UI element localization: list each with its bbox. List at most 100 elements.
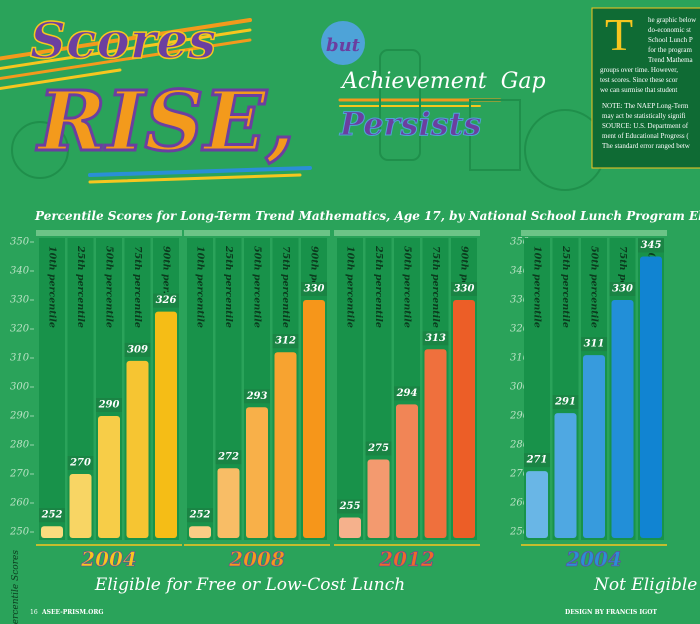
bar-category: 75th percentile	[132, 246, 143, 328]
bar	[640, 256, 662, 538]
bar-category: 25th percentile	[373, 245, 384, 328]
group-header	[36, 230, 182, 236]
y-tick-label: 320	[510, 324, 530, 335]
title-word: Achievement Gap	[340, 69, 546, 94]
value-label-bg	[422, 331, 449, 346]
value-label: 275	[367, 443, 389, 454]
bar	[583, 355, 605, 538]
bar-category: 50th percentile	[589, 246, 600, 328]
sidebar-line: test scores. Since these scor	[600, 76, 678, 84]
group-caption: Eligible for Free or Low-Cost Lunch	[94, 575, 405, 595]
sidebar-line: we can surmise that student	[600, 86, 677, 94]
y-tick-label: 290	[9, 411, 30, 422]
value-label-bg	[96, 398, 122, 412]
value-label-bg	[67, 456, 94, 470]
bar-category: 10th percentile	[532, 246, 543, 328]
value-label: 313	[425, 333, 446, 344]
badge	[321, 21, 365, 65]
value-label: 271	[526, 455, 548, 466]
y-tick-label: 280	[509, 440, 530, 451]
sidebar-line: Trend Mathema	[648, 56, 694, 64]
y-tick-label: 310	[10, 353, 30, 364]
value-label-bg	[337, 499, 363, 514]
value-label: 290	[98, 400, 120, 411]
value-label: 311	[584, 339, 605, 350]
y-tick-label: 350	[510, 237, 530, 248]
group-header	[334, 230, 480, 236]
sidebar-line: School Lunch P	[648, 36, 693, 44]
y-tick-label: 320	[10, 324, 30, 335]
y-tick-label: 270	[9, 469, 30, 480]
value-label: 345	[641, 240, 662, 251]
value-label-bg	[272, 334, 299, 349]
sidebar-line: groups over time. However,	[600, 66, 678, 74]
bar-category: 10th percentile	[345, 246, 356, 328]
title-word: RISE,	[36, 74, 295, 170]
y-tick-label: 310	[510, 353, 530, 364]
bar-category: 10th percentile	[195, 246, 206, 328]
sidebar-note: may act be statistically signifi	[602, 112, 686, 120]
group-label: 2008	[228, 547, 285, 571]
bar-category: 75th percentile	[430, 246, 441, 328]
y-tick-label: 350	[10, 237, 30, 248]
value-label-bg	[524, 453, 550, 468]
y-tick-label: 330	[510, 295, 530, 306]
bar-category: 75th percentile	[280, 246, 291, 328]
value-label: 330	[612, 284, 633, 295]
group-caption: Not Eligible	[593, 575, 697, 595]
group-header	[521, 230, 667, 236]
value-label: 330	[454, 284, 475, 295]
bar	[189, 526, 211, 538]
value-label: 252	[189, 510, 211, 521]
bar-category: 90th per.	[161, 246, 172, 294]
bar-category: 25th percentile	[560, 245, 571, 328]
group-label: 2012	[378, 547, 435, 571]
value-label-bg	[394, 386, 420, 401]
bar-category: 50th percentile	[252, 246, 263, 328]
sidebar-line: for the program	[648, 46, 692, 54]
y-tick-label: 250	[509, 527, 530, 538]
value-label: 330	[304, 284, 325, 295]
bar	[155, 311, 177, 538]
value-label: 293	[246, 391, 268, 402]
bar-column	[187, 238, 213, 540]
value-label: 291	[554, 397, 576, 408]
value-label-bg	[124, 342, 151, 357]
bar	[98, 416, 120, 538]
y-tick-label: 280	[9, 440, 30, 451]
bar-column	[337, 238, 363, 540]
value-label-bg	[244, 389, 270, 404]
value-label: 309	[127, 344, 148, 355]
bar-category: 90th per.	[459, 246, 470, 294]
footer-credit: DESIGN BY FRANCIS IGOT	[565, 609, 657, 616]
bar-category: 50th percentile	[402, 246, 413, 328]
value-label-bg	[638, 238, 664, 253]
bar	[69, 474, 92, 538]
bar	[526, 471, 548, 538]
value-label-bg	[609, 282, 636, 296]
value-label: 326	[156, 295, 177, 306]
bar	[453, 300, 475, 538]
bar	[367, 459, 390, 538]
bar	[126, 360, 149, 538]
value-label-bg	[365, 441, 392, 456]
bar	[339, 517, 361, 538]
value-label: 294	[396, 388, 418, 399]
group-header	[184, 230, 330, 236]
bar	[217, 468, 240, 538]
bar-category: 50th percentile	[104, 246, 115, 328]
value-label-bg	[39, 508, 65, 523]
value-label: 252	[41, 510, 63, 521]
bar	[424, 349, 447, 538]
footer-page: 16	[30, 609, 38, 616]
bar-category: 10th percentile	[47, 246, 58, 328]
bar-category: 90th per.	[309, 246, 320, 294]
y-tick-label: 340	[10, 266, 30, 277]
sidebar-note: SOURCE: U.S. Department of	[602, 122, 689, 130]
y-tick-label: 340	[510, 266, 530, 277]
subtitle: Percentile Scores for Long-Term Trend Ma…	[34, 209, 700, 223]
value-label-bg	[581, 337, 607, 352]
y-tick-label: 290	[509, 411, 530, 422]
y-tick-label: 250	[9, 527, 30, 538]
